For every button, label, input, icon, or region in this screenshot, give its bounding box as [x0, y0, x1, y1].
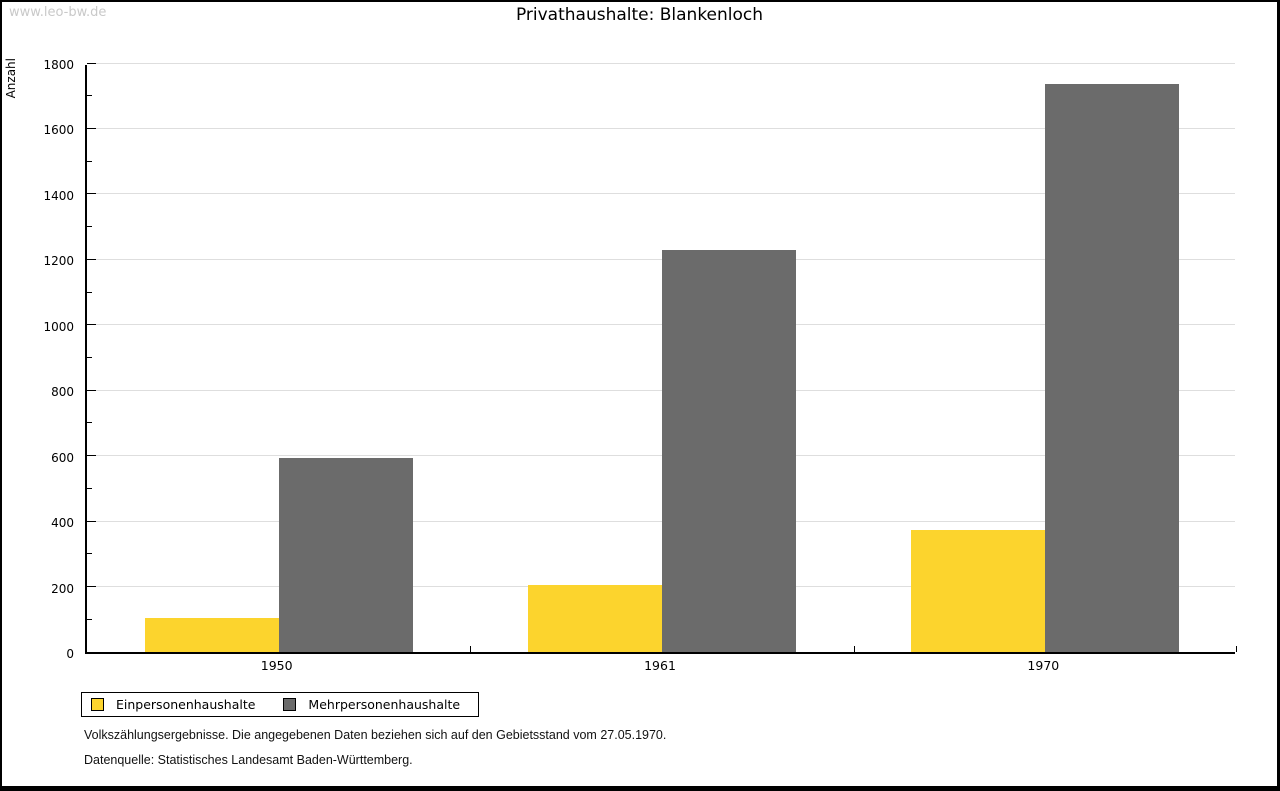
y-axis-tick [87, 618, 92, 620]
bar-mehrpersonenhaushalte-1950 [278, 457, 413, 652]
y-axis-tick [87, 258, 96, 260]
y-axis-tick [87, 357, 92, 358]
y-tick-label: 200 [51, 581, 74, 596]
footnote-data-source: Datenquelle: Statistisches Landesamt Bad… [84, 753, 413, 767]
legend-label: Mehrpersonenhaushalte [308, 697, 461, 712]
y-gridline [87, 324, 1235, 326]
bar-mehrpersonenhaushalte-1970 [1045, 83, 1180, 652]
y-gridline [87, 389, 1235, 391]
y-axis-tick [87, 62, 96, 64]
bar-mehrpersonenhaushalte-1961 [662, 249, 796, 652]
y-tick-label: 800 [51, 385, 74, 400]
y-gridline [87, 62, 1235, 64]
y-tick-label: 1200 [43, 254, 74, 269]
y-gridline [87, 520, 1235, 522]
y-axis-tick [87, 291, 92, 293]
y-axis-tick [87, 127, 96, 129]
legend-entry-mehrpersonenhaushalte: Mehrpersonenhaushalte [283, 697, 460, 712]
x-category-label: 1950 [260, 658, 293, 673]
y-axis-tick [87, 487, 92, 489]
x-category-label: 1961 [644, 658, 676, 673]
y-gridline [87, 127, 1235, 129]
y-tick-label: 0 [66, 647, 74, 661]
y-axis-tick [87, 389, 96, 391]
y-axis-tick [87, 324, 96, 326]
x-axis-tick [853, 646, 855, 652]
y-axis-tick [87, 553, 92, 555]
y-tick-label: 1000 [43, 319, 74, 334]
y-tick-label: 600 [51, 450, 74, 465]
x-axis-tick [1236, 646, 1237, 652]
y-gridline [87, 258, 1235, 260]
bar-einpersonenhaushalte-1950 [144, 617, 279, 652]
watermark: www.leo-bw.de [9, 5, 107, 20]
x-category-label: 1970 [1027, 658, 1060, 673]
y-tick-label: 1600 [43, 123, 74, 138]
y-axis-tick [87, 193, 96, 195]
bar-einpersonenhaushalte-1970 [911, 529, 1046, 652]
y-tick-label: 1400 [43, 188, 74, 203]
y-axis-tick [87, 160, 92, 162]
legend-swatch-gray [283, 698, 297, 711]
legend: Einpersonenhaushalte Mehrpersonenhaushal… [81, 692, 479, 717]
legend-swatch-yellow [91, 698, 104, 711]
y-gridline [87, 455, 1235, 457]
bar-einpersonenhaushalte-1961 [528, 584, 662, 652]
y-gridline [87, 193, 1235, 195]
y-axis-tick [87, 95, 92, 97]
x-axis-tick-labels: 1950 1961 1970 [85, 658, 1235, 674]
chart-title: Privathaushalte: Blankenloch [515, 5, 764, 25]
y-axis-tick [87, 226, 92, 228]
plot-area [85, 62, 1237, 654]
y-axis-tick [87, 422, 92, 424]
y-axis-tick-labels: 0 200 400 600 800 1000 1200 1400 1600 1800 [2, 58, 80, 661]
y-axis-tick [87, 455, 96, 457]
legend-entry-einpersonenhaushalte: Einpersonenhaushalte [91, 697, 255, 712]
legend-label: Einpersonenhaushalte [116, 697, 256, 712]
y-tick-label: 400 [51, 516, 74, 531]
footnote-source-note: Volkszählungsergebnisse. Die angegebenen… [84, 728, 667, 742]
y-axis-tick [87, 520, 96, 522]
y-tick-label: 1800 [43, 58, 74, 72]
x-axis-tick [470, 646, 472, 652]
y-axis-tick [87, 586, 96, 588]
